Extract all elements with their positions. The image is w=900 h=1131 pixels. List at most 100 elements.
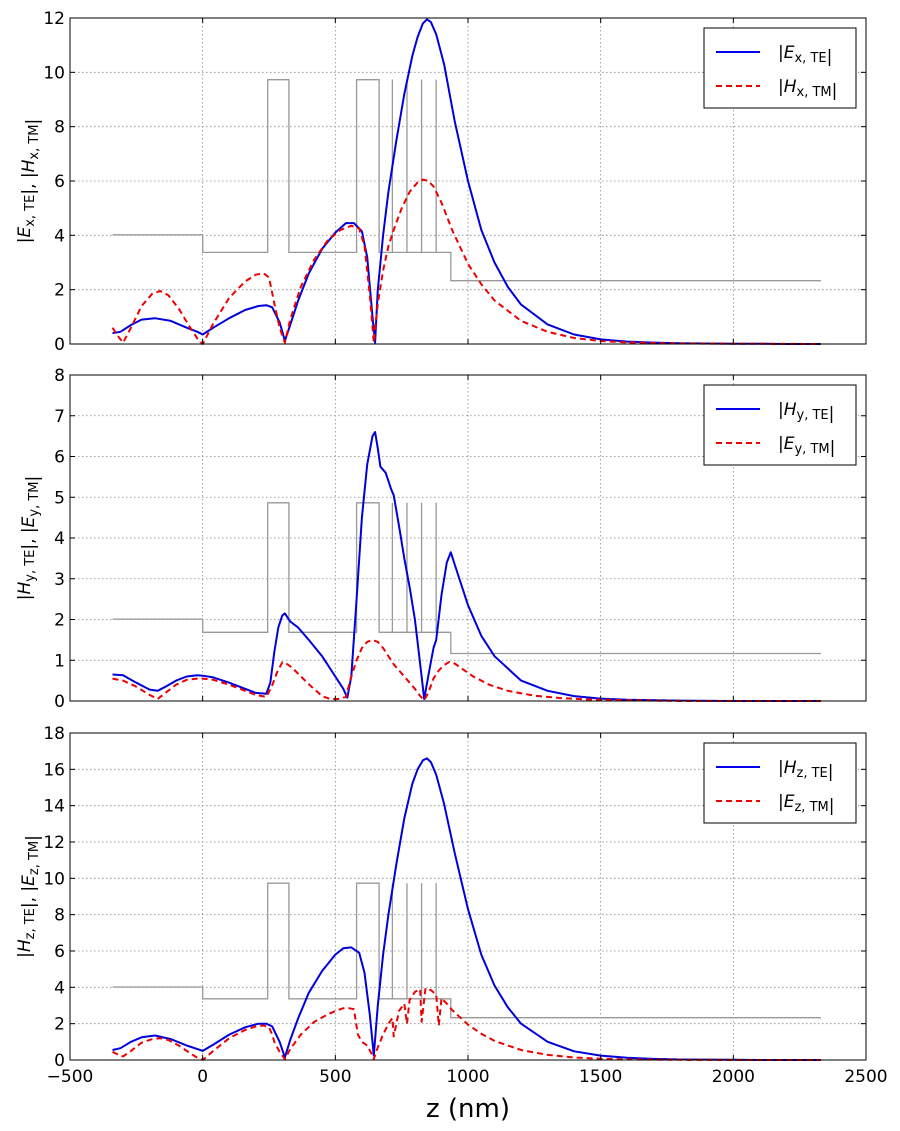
y-tick-label: 12 xyxy=(43,833,65,853)
y-axis-label-part: x, TM xyxy=(27,124,42,159)
index-profile-line xyxy=(112,882,821,1019)
y-tick-label: 0 xyxy=(54,692,65,712)
legend-label-part: z, TM xyxy=(794,800,828,815)
series-line-eztm xyxy=(112,987,821,1061)
legend-label-part: z, TE xyxy=(797,766,828,781)
y-tick-label: 2 xyxy=(54,1015,65,1035)
legend-label-part: | xyxy=(778,43,784,63)
legend-label-part: y, TE xyxy=(797,408,829,423)
y-axis-label: |Hy, TE|, |Ey, TM| xyxy=(15,476,43,601)
y-tick-label: 8 xyxy=(54,366,65,386)
legend-entry-label: |Ex, TE| xyxy=(778,43,832,67)
legend-label-part: E xyxy=(784,43,795,63)
legend-box xyxy=(703,384,857,466)
x-tick-label: 1500 xyxy=(579,1067,622,1087)
x-axis-label: z (nm) xyxy=(426,1094,510,1124)
legend-label-part: H xyxy=(784,758,797,778)
legend-entry-label: |Ez, TM| xyxy=(778,792,834,816)
y-tick-label: 7 xyxy=(54,407,65,427)
y-tick-label: 3 xyxy=(54,570,65,590)
legend-label-part: | xyxy=(832,81,838,101)
y-axis-label-part: H xyxy=(15,582,35,595)
y-tick-label: 2 xyxy=(54,611,65,631)
legend-label-part: y, TM xyxy=(794,442,829,457)
y-tick-label: 4 xyxy=(54,226,65,246)
series-line-eytm xyxy=(112,638,821,702)
y-axis-label-part: | xyxy=(23,119,43,125)
legend-label-part: | xyxy=(827,47,833,67)
legend-label-part: H xyxy=(784,400,797,420)
y-tick-label: 10 xyxy=(43,869,65,889)
y-tick-label: 10 xyxy=(43,63,65,83)
series-line-hxtm xyxy=(111,178,821,345)
index-profile-line xyxy=(112,502,821,655)
x-tick-label: 500 xyxy=(319,1067,351,1087)
y-tick-label: 2 xyxy=(54,281,65,301)
legend-label-part: | xyxy=(829,796,835,816)
legend-label-part: H xyxy=(784,77,797,97)
index-profile-line xyxy=(112,79,821,282)
legend-label-part: E xyxy=(784,434,795,454)
y-tick-label: 5 xyxy=(54,488,65,508)
y-tick-label: 8 xyxy=(54,906,65,926)
legend-label-part: | xyxy=(828,762,834,782)
y-tick-label: 1 xyxy=(54,651,65,671)
legend-box xyxy=(703,742,857,824)
y-axis-label-part: E xyxy=(19,516,39,527)
y-axis-label-part: | xyxy=(15,238,35,244)
y-axis-label-part: y, TE xyxy=(23,550,38,582)
y-axis-label-part: H xyxy=(15,939,35,952)
legend: |Hy, TE||Ey, TM| xyxy=(703,384,857,466)
y-axis-label-part: |, | xyxy=(19,886,39,908)
legend-label-part: E xyxy=(784,792,795,812)
legend-entry-label: |Hx, TM| xyxy=(778,77,837,101)
y-axis-label-part: E xyxy=(15,227,35,238)
x-tick-label: 0 xyxy=(197,1067,208,1087)
y-axis-label-part: | xyxy=(15,952,35,958)
y-axis-label-part: x, TE xyxy=(23,195,38,227)
x-tick-label: 2000 xyxy=(712,1067,755,1087)
legend-label-part: | xyxy=(778,434,784,454)
y-axis-label-part: | xyxy=(23,476,43,482)
y-tick-label: 14 xyxy=(43,797,65,817)
y-tick-label: 4 xyxy=(54,529,65,549)
y-tick-label: 18 xyxy=(43,724,65,744)
y-tick-label: 8 xyxy=(54,118,65,138)
y-axis-label-part: H xyxy=(19,159,39,172)
legend: |Ex, TE||Hx, TM| xyxy=(703,27,857,109)
legend-label-part: | xyxy=(778,792,784,812)
y-axis-label-part: z, TM xyxy=(27,841,42,875)
y-tick-label: 4 xyxy=(54,978,65,998)
legend-entry-label: |Hz, TE| xyxy=(778,758,834,782)
y-axis-label-part: E xyxy=(19,875,39,886)
y-tick-label: 6 xyxy=(54,448,65,468)
series-line-hyte xyxy=(112,431,821,702)
series-line-hzte xyxy=(112,757,821,1061)
y-tick-label: 12 xyxy=(43,9,65,29)
y-tick-label: 0 xyxy=(54,1051,65,1071)
x-tick-label: 2500 xyxy=(844,1067,887,1087)
legend-label-part: x, TM xyxy=(797,85,832,100)
x-tick-label: −500 xyxy=(47,1067,94,1087)
y-axis-label: |Ex, TE|, |Hx, TM| xyxy=(15,119,43,244)
legend: |Hz, TE||Ez, TM| xyxy=(703,742,857,824)
legend-label-part: x, TE xyxy=(794,51,826,66)
y-axis-label-part: z, TE xyxy=(23,908,38,939)
legend-entry-label: |Hy, TE| xyxy=(778,400,834,424)
legend-label-part: | xyxy=(778,758,784,778)
legend-box xyxy=(703,27,857,109)
y-axis-label-part: | xyxy=(23,835,43,841)
y-tick-label: 0 xyxy=(54,335,65,355)
y-tick-label: 6 xyxy=(54,172,65,192)
legend-entry-label: |Ey, TM| xyxy=(778,434,835,458)
legend-label-part: | xyxy=(778,400,784,420)
y-axis-label: |Hz, TE|, |Ez, TM| xyxy=(15,835,43,958)
y-tick-label: 6 xyxy=(54,942,65,962)
y-axis-label-part: |, | xyxy=(19,172,39,194)
y-axis-label-part: |, | xyxy=(19,527,39,549)
y-axis-label-part: y, TM xyxy=(27,481,42,516)
legend-label-part: | xyxy=(778,77,784,97)
